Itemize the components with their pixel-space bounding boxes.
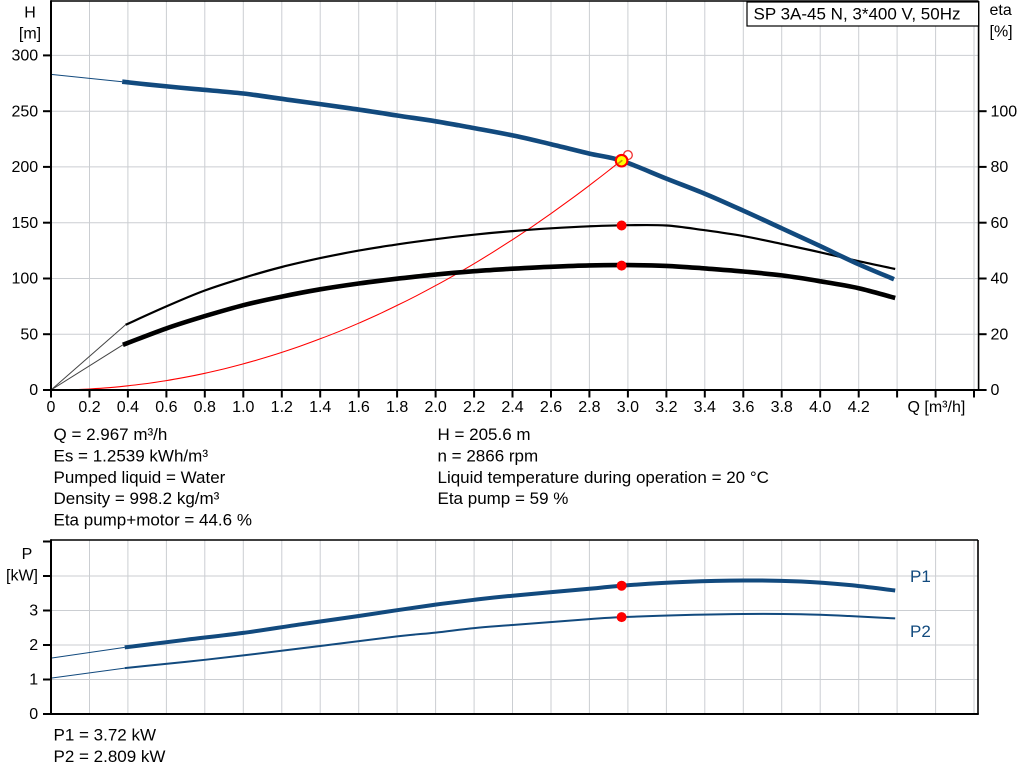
svg-text:250: 250 — [11, 103, 38, 120]
svg-text:P2 = 2.809 kW: P2 = 2.809 kW — [54, 747, 166, 766]
svg-text:P1: P1 — [910, 567, 931, 586]
svg-text:Density = 998.2 kg/m³: Density = 998.2 kg/m³ — [54, 489, 220, 508]
svg-text:80: 80 — [991, 159, 1009, 176]
svg-text:1.4: 1.4 — [309, 399, 331, 416]
svg-text:0: 0 — [991, 382, 1000, 399]
svg-text:2.2: 2.2 — [463, 399, 485, 416]
svg-text:3.0: 3.0 — [617, 399, 639, 416]
svg-text:[m]: [m] — [19, 26, 41, 43]
svg-text:3.6: 3.6 — [732, 399, 754, 416]
svg-text:0: 0 — [29, 382, 38, 399]
svg-text:3.4: 3.4 — [694, 399, 716, 416]
svg-text:P: P — [22, 546, 33, 563]
svg-text:3.2: 3.2 — [655, 399, 677, 416]
svg-text:0.2: 0.2 — [78, 399, 100, 416]
svg-text:[kW]: [kW] — [6, 568, 38, 585]
svg-text:0.8: 0.8 — [194, 399, 216, 416]
svg-text:Es = 1.2539 kWh/m³: Es = 1.2539 kWh/m³ — [54, 447, 209, 466]
svg-text:50: 50 — [20, 326, 38, 343]
svg-text:0: 0 — [29, 706, 38, 723]
svg-text:100: 100 — [11, 271, 38, 288]
svg-text:2.0: 2.0 — [424, 399, 446, 416]
svg-text:1.8: 1.8 — [386, 399, 408, 416]
svg-text:Eta pump+motor = 44.6 %: Eta pump+motor = 44.6 % — [54, 510, 252, 529]
svg-text:H: H — [24, 5, 36, 22]
svg-text:20: 20 — [991, 326, 1009, 343]
svg-text:3: 3 — [29, 603, 38, 620]
svg-text:40: 40 — [991, 271, 1009, 288]
svg-text:2.4: 2.4 — [501, 399, 523, 416]
svg-text:eta: eta — [990, 2, 1012, 19]
svg-text:300: 300 — [11, 48, 38, 65]
svg-text:200: 200 — [11, 159, 38, 176]
svg-text:2.6: 2.6 — [540, 399, 562, 416]
svg-text:Q [m³/h]: Q [m³/h] — [908, 399, 966, 416]
svg-text:1.0: 1.0 — [232, 399, 254, 416]
svg-text:4.0: 4.0 — [809, 399, 831, 416]
svg-text:Liquid temperature during oper: Liquid temperature during operation = 20… — [438, 468, 769, 487]
svg-text:SP 3A-45 N, 3*400 V, 50Hz: SP 3A-45 N, 3*400 V, 50Hz — [754, 5, 961, 24]
svg-text:4.2: 4.2 — [848, 399, 870, 416]
svg-text:0.6: 0.6 — [155, 399, 177, 416]
svg-text:0.4: 0.4 — [117, 399, 139, 416]
svg-text:Q = 2.967 m³/h: Q = 2.967 m³/h — [54, 425, 168, 444]
svg-text:2: 2 — [29, 637, 38, 654]
svg-text:1.6: 1.6 — [348, 399, 370, 416]
svg-text:1: 1 — [29, 672, 38, 689]
svg-text:[%]: [%] — [990, 24, 1013, 41]
svg-text:2.8: 2.8 — [578, 399, 600, 416]
svg-text:100: 100 — [991, 103, 1018, 120]
svg-text:P1 = 3.72 kW: P1 = 3.72 kW — [54, 726, 157, 745]
svg-text:0: 0 — [47, 399, 56, 416]
svg-text:Eta pump = 59 %: Eta pump = 59 % — [438, 489, 569, 508]
svg-text:60: 60 — [991, 215, 1009, 232]
svg-text:3.8: 3.8 — [771, 399, 793, 416]
svg-text:H = 205.6 m: H = 205.6 m — [438, 425, 531, 444]
svg-text:150: 150 — [11, 215, 38, 232]
svg-text:n = 2866 rpm: n = 2866 rpm — [438, 447, 539, 466]
svg-text:Pumped liquid = Water: Pumped liquid = Water — [54, 468, 226, 487]
svg-text:P2: P2 — [910, 622, 931, 641]
svg-text:1.2: 1.2 — [271, 399, 293, 416]
